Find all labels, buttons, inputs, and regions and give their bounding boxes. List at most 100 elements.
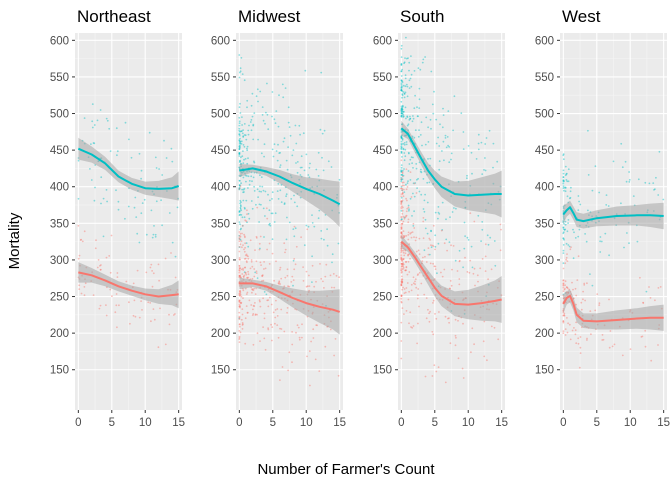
data-point-series_1 [400,280,403,283]
data-point-series_2 [91,103,94,105]
data-point-series_1 [409,171,412,174]
data-point-series_1 [240,240,243,243]
data-point-series_2 [441,126,444,129]
data-point-series_2 [400,83,403,86]
data-point-series_1 [244,272,247,274]
data-point-series_1 [432,299,435,302]
data-point-series_2 [447,144,449,147]
data-point-series_2 [253,190,256,192]
data-point-series_2 [247,129,250,132]
data-point-series_1 [448,321,450,324]
data-point-series_2 [288,126,291,128]
data-point-series_1 [400,263,403,265]
data-point-series_2 [155,167,158,169]
data-point-series_1 [566,317,568,319]
data-point-series_1 [487,278,489,281]
data-point-series_2 [250,175,253,178]
data-point-series_1 [400,193,403,196]
data-point-series_2 [445,238,448,241]
data-point-series_2 [404,155,407,158]
data-point-series_2 [241,188,244,191]
data-point-series_2 [424,56,426,58]
data-point-series_1 [174,313,176,315]
data-point-series_2 [400,218,403,221]
data-point-series_2 [264,122,266,125]
data-point-series_2 [257,196,259,199]
data-point-series_1 [401,282,403,284]
y-tick-label: 450 [211,145,230,157]
data-point-series_2 [417,67,420,69]
data-point-series_2 [437,242,440,245]
data-point-series_1 [400,228,403,231]
data-point-series_2 [426,232,429,235]
data-point-series_2 [238,144,241,147]
data-point-series_1 [287,285,289,288]
data-point-series_1 [454,318,457,321]
data-point-series_1 [440,229,443,232]
data-point-series_1 [417,273,419,275]
data-point-series_1 [400,226,403,229]
data-point-series_1 [400,203,403,206]
data-point-series_1 [276,308,279,310]
data-point-series_1 [315,324,318,326]
data-point-series_1 [484,270,487,272]
data-point-series_2 [238,129,241,132]
data-point-series_1 [481,258,484,260]
data-point-series_2 [105,189,108,191]
data-point-series_2 [447,110,450,112]
data-point-series_1 [484,243,487,246]
data-point-series_1 [402,234,405,237]
data-point-series_2 [628,179,631,181]
data-point-series_1 [433,364,436,367]
data-point-series_2 [401,106,404,109]
data-point-series_2 [401,96,403,99]
data-point-series_2 [416,187,418,190]
x-tick-label: 10 [462,417,475,429]
data-point-series_1 [133,299,136,302]
data-point-series_2 [424,218,427,221]
data-point-series_2 [279,189,282,192]
data-point-series_1 [458,259,461,262]
data-point-series_2 [400,70,403,73]
data-point-series_2 [566,195,569,198]
data-point-series_1 [129,322,131,325]
data-point-series_2 [141,202,144,205]
data-point-series_2 [464,235,466,238]
data-point-series_1 [565,258,567,261]
data-point-series_2 [238,188,241,191]
data-point-series_2 [91,126,94,129]
data-point-series_2 [400,86,403,89]
data-point-series_2 [291,154,294,157]
data-point-series_1 [302,280,305,282]
data-point-series_1 [253,275,256,278]
data-point-series_2 [599,251,602,253]
data-point-series_1 [280,328,283,330]
data-point-series_2 [480,240,482,243]
data-point-series_1 [283,242,286,245]
data-point-series_2 [620,142,623,145]
data-point-series_1 [407,260,410,263]
y-tick-label: 150 [211,365,230,377]
data-point-series_1 [400,178,403,180]
data-point-series_1 [500,228,502,231]
data-point-series_1 [99,264,101,267]
data-point-series_2 [439,123,441,126]
data-point-series_1 [415,192,418,194]
data-point-series_2 [416,106,418,109]
data-point-series_2 [281,83,284,86]
data-point-series_1 [434,268,437,270]
data-point-series_2 [292,149,295,152]
data-point-series_2 [493,240,496,242]
data-point-series_1 [293,225,296,228]
data-point-series_1 [402,258,404,260]
data-point-series_2 [261,114,264,116]
data-point-series_2 [115,189,117,192]
data-point-series_2 [154,235,157,238]
data-point-series_2 [413,136,416,139]
data-point-series_1 [272,311,275,314]
x-tick-label: 0 [75,417,81,429]
data-point-series_2 [174,255,177,258]
data-point-series_1 [330,286,333,289]
data-point-series_2 [406,182,409,185]
data-point-series_1 [400,297,403,300]
